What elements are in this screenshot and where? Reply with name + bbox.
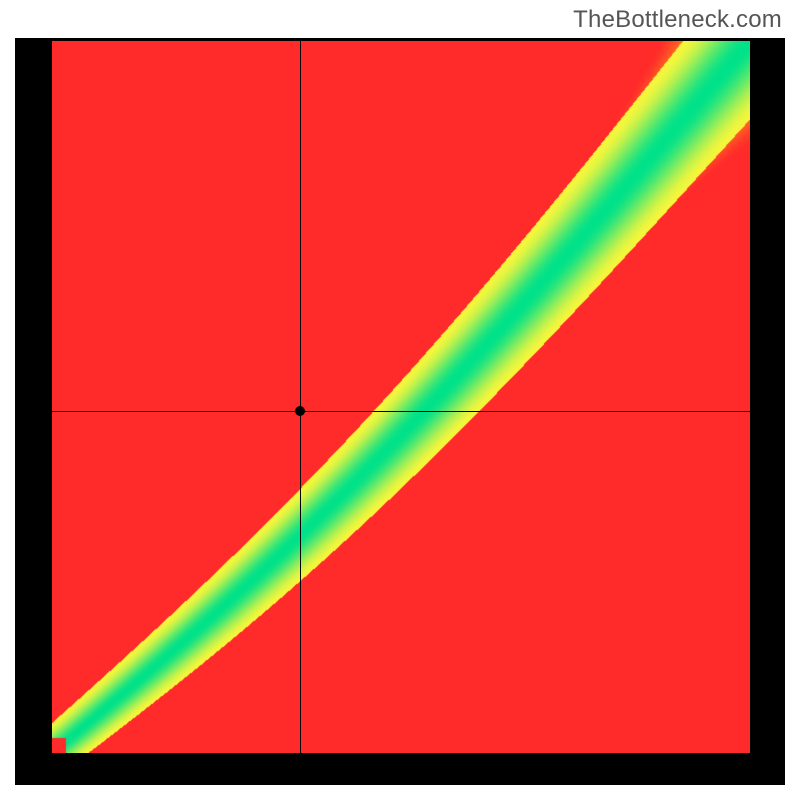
crosshair-vertical: [300, 41, 301, 753]
container: TheBottleneck.com: [0, 0, 800, 800]
crosshair-marker: [295, 406, 305, 416]
crosshair-horizontal: [52, 411, 750, 412]
chart-outer-frame: [15, 38, 785, 785]
watermark-text: TheBottleneck.com: [573, 6, 782, 34]
heatmap-canvas: [52, 41, 750, 753]
